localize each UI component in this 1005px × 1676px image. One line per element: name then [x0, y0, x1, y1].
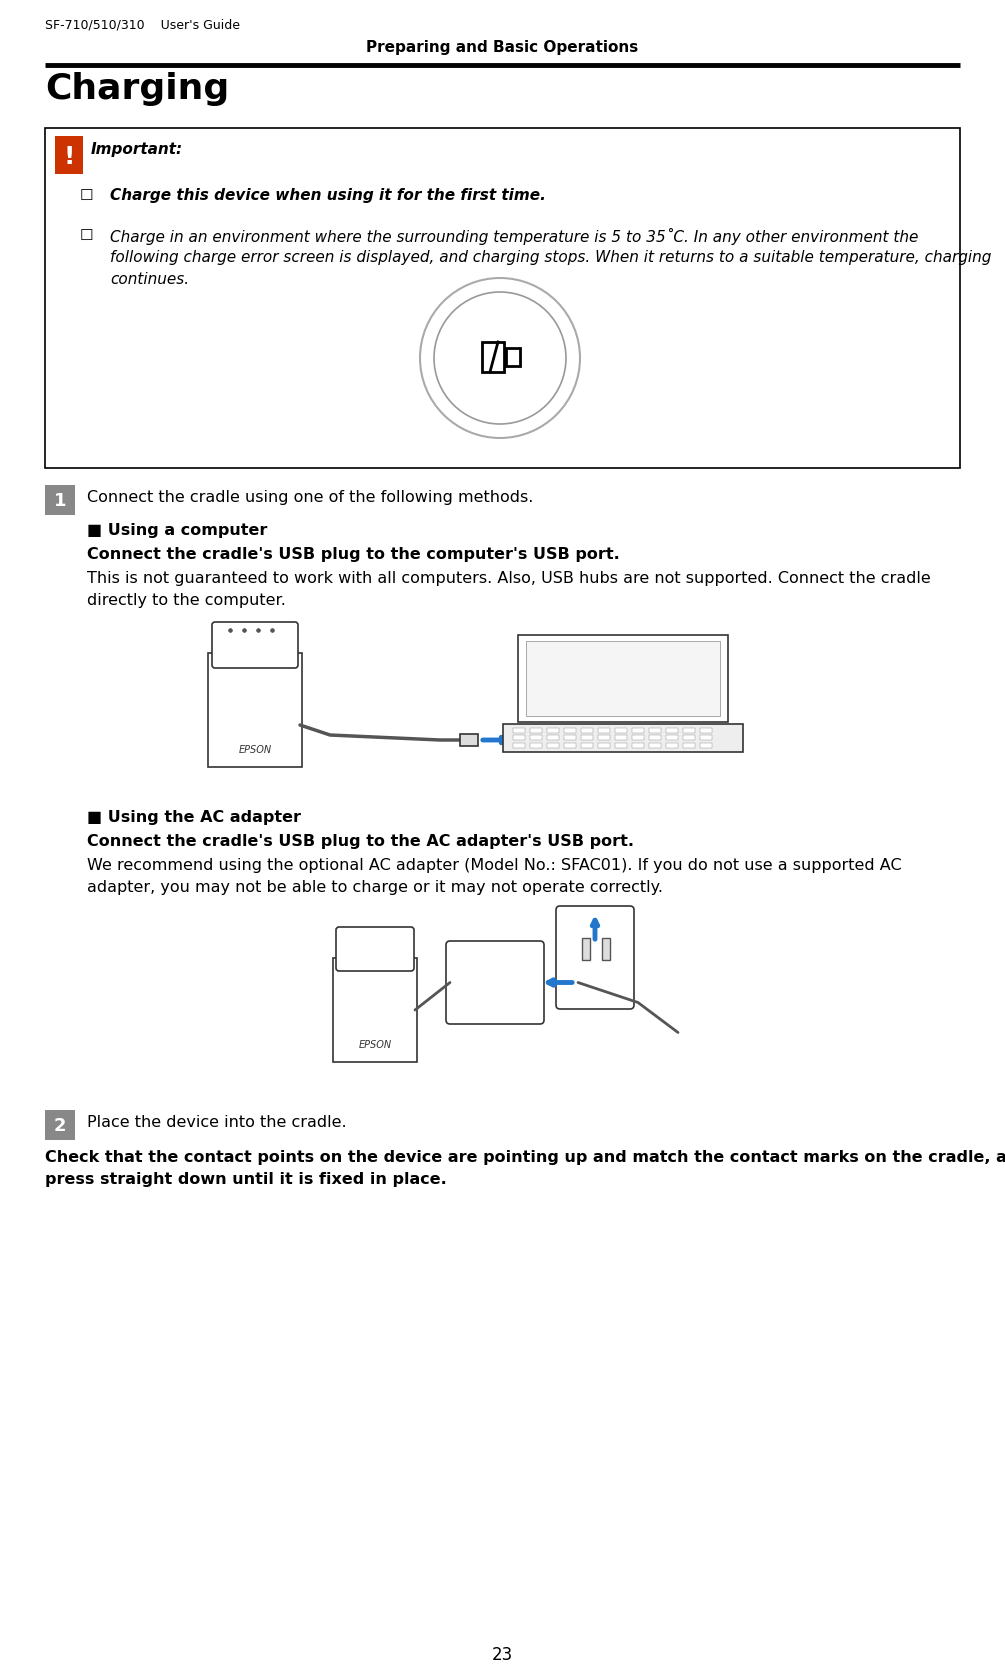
FancyBboxPatch shape: [446, 940, 544, 1024]
FancyBboxPatch shape: [45, 484, 75, 515]
Text: Charge this device when using it for the first time.: Charge this device when using it for the…: [110, 188, 546, 203]
FancyBboxPatch shape: [518, 635, 728, 722]
FancyBboxPatch shape: [208, 654, 302, 768]
Text: ☐: ☐: [80, 188, 93, 203]
FancyBboxPatch shape: [632, 727, 644, 732]
FancyBboxPatch shape: [582, 939, 590, 960]
FancyBboxPatch shape: [598, 742, 610, 747]
Text: Important:: Important:: [91, 142, 183, 158]
FancyBboxPatch shape: [700, 736, 712, 741]
FancyBboxPatch shape: [632, 742, 644, 747]
FancyBboxPatch shape: [482, 342, 504, 372]
FancyBboxPatch shape: [581, 727, 593, 732]
FancyBboxPatch shape: [45, 1110, 75, 1140]
Text: This is not guaranteed to work with all computers. Also, USB hubs are not suppor: This is not guaranteed to work with all …: [87, 572, 931, 587]
Text: ■ Using a computer: ■ Using a computer: [87, 523, 267, 538]
FancyBboxPatch shape: [336, 927, 414, 970]
FancyBboxPatch shape: [666, 736, 678, 741]
FancyBboxPatch shape: [683, 736, 695, 741]
Text: Connect the cradle using one of the following methods.: Connect the cradle using one of the foll…: [87, 489, 534, 504]
Text: Charge in an environment where the surrounding temperature is 5 to 35˚C. In any : Charge in an environment where the surro…: [110, 228, 919, 245]
FancyBboxPatch shape: [506, 349, 520, 365]
FancyBboxPatch shape: [564, 727, 576, 732]
Text: following charge error screen is displayed, and charging stops. When it returns : following charge error screen is display…: [110, 250, 991, 265]
Text: Preparing and Basic Operations: Preparing and Basic Operations: [367, 40, 638, 55]
FancyBboxPatch shape: [333, 959, 417, 1063]
Text: ■ Using the AC adapter: ■ Using the AC adapter: [87, 810, 302, 825]
FancyBboxPatch shape: [45, 127, 960, 468]
Text: EPSON: EPSON: [238, 746, 271, 754]
FancyBboxPatch shape: [460, 734, 478, 746]
FancyBboxPatch shape: [564, 742, 576, 747]
Text: EPSON: EPSON: [359, 1041, 392, 1049]
Text: We recommend using the optional AC adapter (Model No.: SFAC01). If you do not us: We recommend using the optional AC adapt…: [87, 858, 901, 873]
Text: ☐: ☐: [80, 228, 93, 243]
FancyBboxPatch shape: [683, 727, 695, 732]
Text: Connect the cradle's USB plug to the AC adapter's USB port.: Connect the cradle's USB plug to the AC …: [87, 835, 634, 850]
FancyBboxPatch shape: [547, 736, 559, 741]
FancyBboxPatch shape: [615, 742, 627, 747]
FancyBboxPatch shape: [513, 736, 525, 741]
Text: Charging: Charging: [45, 72, 229, 106]
FancyBboxPatch shape: [502, 724, 743, 753]
FancyBboxPatch shape: [649, 742, 661, 747]
Text: !: !: [63, 146, 74, 169]
FancyBboxPatch shape: [666, 727, 678, 732]
Text: adapter, you may not be able to charge or it may not operate correctly.: adapter, you may not be able to charge o…: [87, 880, 663, 895]
Text: 1: 1: [53, 493, 66, 510]
FancyBboxPatch shape: [547, 727, 559, 732]
FancyBboxPatch shape: [615, 736, 627, 741]
FancyBboxPatch shape: [530, 736, 542, 741]
FancyBboxPatch shape: [615, 727, 627, 732]
FancyBboxPatch shape: [581, 736, 593, 741]
FancyBboxPatch shape: [526, 640, 720, 716]
Text: 23: 23: [491, 1646, 514, 1664]
FancyBboxPatch shape: [683, 742, 695, 747]
FancyBboxPatch shape: [649, 736, 661, 741]
Text: press straight down until it is fixed in place.: press straight down until it is fixed in…: [45, 1172, 447, 1187]
FancyBboxPatch shape: [598, 727, 610, 732]
FancyBboxPatch shape: [547, 742, 559, 747]
FancyBboxPatch shape: [598, 736, 610, 741]
Text: Check that the contact points on the device are pointing up and match the contac: Check that the contact points on the dev…: [45, 1150, 1005, 1165]
FancyBboxPatch shape: [55, 136, 83, 174]
Text: continues.: continues.: [110, 272, 189, 287]
Text: 2: 2: [53, 1116, 66, 1135]
FancyBboxPatch shape: [581, 742, 593, 747]
Text: directly to the computer.: directly to the computer.: [87, 593, 285, 608]
FancyBboxPatch shape: [556, 907, 634, 1009]
FancyBboxPatch shape: [530, 727, 542, 732]
Text: Connect the cradle's USB plug to the computer's USB port.: Connect the cradle's USB plug to the com…: [87, 546, 620, 561]
FancyBboxPatch shape: [666, 742, 678, 747]
FancyBboxPatch shape: [513, 742, 525, 747]
FancyBboxPatch shape: [632, 736, 644, 741]
FancyBboxPatch shape: [212, 622, 298, 669]
Text: SF-710/510/310    User's Guide: SF-710/510/310 User's Guide: [45, 18, 240, 30]
Text: Place the device into the cradle.: Place the device into the cradle.: [87, 1115, 347, 1130]
FancyBboxPatch shape: [649, 727, 661, 732]
FancyBboxPatch shape: [564, 736, 576, 741]
FancyBboxPatch shape: [530, 742, 542, 747]
FancyBboxPatch shape: [700, 742, 712, 747]
FancyBboxPatch shape: [602, 939, 610, 960]
FancyBboxPatch shape: [513, 727, 525, 732]
FancyBboxPatch shape: [700, 727, 712, 732]
